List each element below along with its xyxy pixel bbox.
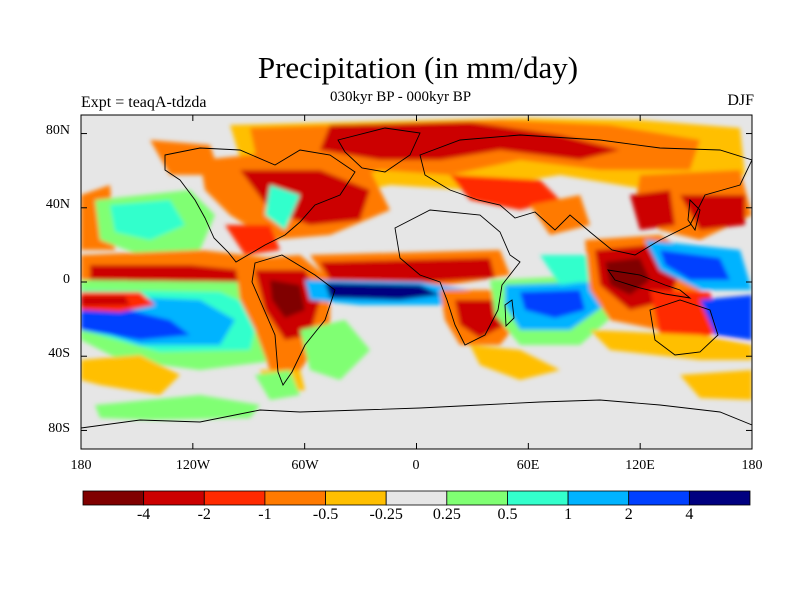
chart-subtitle: 030kyr BP - 000kyr BP <box>330 89 472 105</box>
anomaly-region <box>240 170 370 225</box>
anomaly-region <box>605 258 650 295</box>
anomaly-region <box>270 280 305 318</box>
anomaly-region <box>660 250 730 280</box>
anomaly-region <box>225 225 280 255</box>
colorbar-label: 0.5 <box>497 506 518 523</box>
anomaly-region <box>680 195 745 230</box>
colorbar-swatch <box>82 490 145 506</box>
anomaly-region <box>540 255 600 285</box>
anomaly-region <box>255 370 300 400</box>
anomaly-region <box>590 330 752 360</box>
colorbar-swatch <box>325 490 387 506</box>
colorbar-swatch <box>567 490 630 506</box>
anomaly-region <box>81 308 190 340</box>
anomaly-region <box>530 195 590 235</box>
anomaly-region <box>700 295 752 340</box>
lon-label-120e: 120E <box>625 458 655 473</box>
lat-label-40s: 40S <box>48 346 70 361</box>
lat-label-80s: 80S <box>48 421 70 436</box>
colorbar-label: 4 <box>685 506 694 523</box>
colorbar-swatch <box>446 490 508 506</box>
coastline-maritime-continent <box>607 269 692 299</box>
anomaly-region <box>81 296 130 306</box>
lon-label-60e: 60E <box>516 458 540 473</box>
anomaly-region <box>300 320 370 380</box>
coastline-north-america <box>164 147 356 263</box>
anomaly-field <box>81 118 752 420</box>
anomaly-region <box>320 122 620 160</box>
lat-label-80n: 80N <box>45 123 70 138</box>
experiment-label: Expt = teaqA-tdzda <box>81 94 207 111</box>
colorbar-swatch <box>688 490 751 506</box>
lat-label-40n: 40N <box>45 197 70 212</box>
anomaly-region <box>265 185 300 230</box>
coastline-south-america <box>251 254 336 386</box>
lat-label-0: 0 <box>63 272 70 287</box>
colorbar-label: 1 <box>564 506 573 523</box>
colorbar-swatch <box>507 490 569 506</box>
coastline-madagascar <box>504 299 515 328</box>
chart-title: Precipitation (in mm/day) <box>257 50 579 85</box>
axis-ticks <box>80 115 753 449</box>
coastline-africa <box>394 209 521 346</box>
colorbar-label: -0.5 <box>312 506 339 523</box>
colorbar-swatch <box>628 490 690 506</box>
coastlines <box>81 127 752 429</box>
anomaly-region <box>520 290 585 318</box>
colorbar-swatch <box>143 490 205 506</box>
colorbar-swatch <box>264 490 326 506</box>
anomaly-region <box>95 395 260 420</box>
colorbar-label: 2 <box>624 506 633 523</box>
anomaly-region <box>90 265 260 282</box>
anomaly-region <box>150 140 220 175</box>
colorbar-label: -0.25 <box>369 506 403 523</box>
anomaly-region <box>110 200 185 240</box>
coastline-antarctica <box>81 399 752 429</box>
colorbar-label: -2 <box>197 506 211 523</box>
colorbar-label: -1 <box>258 506 272 523</box>
coastline-japan <box>687 199 701 232</box>
lon-label-180e: 180 <box>741 458 763 473</box>
anomaly-region <box>680 370 752 400</box>
anomaly-region <box>455 300 505 338</box>
anomaly-region <box>320 258 495 282</box>
coastline-greenland <box>337 127 421 173</box>
anomaly-region <box>325 283 440 300</box>
anomaly-region <box>81 355 180 395</box>
lon-label-0: 0 <box>412 458 420 473</box>
coastline-australia <box>649 299 719 356</box>
coastline-eurasia <box>419 134 752 256</box>
colorbar-label: 0.25 <box>432 506 461 523</box>
season-label: DJF <box>727 92 754 109</box>
anomaly-region <box>470 345 560 380</box>
colorbar-swatch <box>203 490 266 506</box>
colorbar-swatch <box>385 490 448 506</box>
anomaly-region <box>630 190 675 230</box>
lon-label-120w: 120W <box>175 458 211 473</box>
lon-label-60w: 60W <box>291 458 319 473</box>
colorbar <box>82 490 751 506</box>
colorbar-label: -4 <box>136 506 151 523</box>
lon-label-180w: 180 <box>70 458 92 473</box>
anomaly-region <box>450 175 560 210</box>
